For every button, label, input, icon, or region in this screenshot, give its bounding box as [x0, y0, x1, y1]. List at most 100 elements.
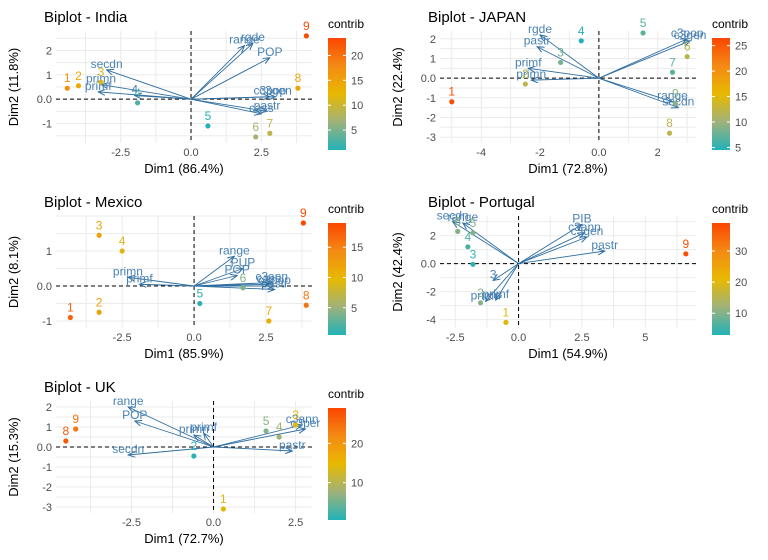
variable-label: cass — [249, 101, 274, 115]
data-point — [98, 79, 104, 85]
variable-arrow — [190, 43, 253, 100]
data-point — [63, 438, 69, 444]
y-tick-label: -3 — [426, 132, 436, 144]
variable-arrow — [190, 46, 244, 100]
legend-tick-label: 15 — [735, 92, 747, 104]
legend-tick-label: 10 — [351, 478, 363, 490]
variable-label: primf — [482, 287, 509, 301]
data-point — [205, 123, 211, 129]
data-point — [666, 130, 673, 136]
x-tick-label: -2.5 — [111, 147, 130, 159]
data-point — [96, 309, 102, 315]
point-label: 1 — [67, 301, 74, 315]
point-label: 9 — [303, 19, 310, 33]
y-tick-label: 2 — [46, 402, 52, 414]
x-axis-label: Dim1 (85.9%) — [144, 346, 223, 361]
x-tick-label: 0.0 — [591, 147, 606, 159]
biplot-svg: Biplot - JAPAN -4 -2 0.0 2 -3 -2 -1 0.0 1 2 Dim1 (7… — [390, 9, 748, 176]
variable-label: primn — [471, 288, 501, 302]
variable-arrow — [537, 47, 600, 79]
legend-tick-label: 5 — [351, 125, 357, 137]
x-tick-label: 2.5 — [288, 517, 303, 529]
data-point — [503, 319, 509, 325]
y-axis-label: Dim2 (15.3%) — [6, 417, 21, 496]
variable-label: 3 — [490, 267, 497, 281]
legend-title: contrib — [328, 17, 364, 31]
variable-label: POP — [225, 263, 250, 277]
data-point — [470, 230, 476, 236]
variable-label: pastr — [254, 98, 281, 112]
y-tick-label: -4 — [426, 315, 436, 327]
variable-arrow — [193, 276, 237, 287]
biplot-india-panel: Biplot - India -2.5 0.0 2.5 -1 0.0 1 2 Dim1 (86.… — [0, 0, 384, 185]
variable-arrow — [194, 284, 269, 286]
data-point — [191, 453, 197, 459]
y-tick-label: 0.0 — [37, 94, 52, 106]
variable-label: primn — [179, 422, 209, 436]
point-label: 1 — [503, 305, 510, 319]
x-tick-label: -2.5 — [122, 517, 141, 529]
variable-arrow — [496, 263, 519, 300]
legend-colorbar — [712, 38, 730, 150]
y-tick-label: 0.0 — [421, 73, 436, 85]
variable-label: c3per — [290, 416, 320, 430]
y-tick-label: -2 — [426, 112, 436, 124]
data-point — [134, 100, 141, 106]
point-label: 5 — [263, 414, 270, 428]
data-point — [684, 53, 690, 60]
variable-label: pastr — [279, 438, 306, 452]
x-tick-label: 5 — [642, 332, 648, 344]
y-tick-label: 1 — [46, 70, 52, 82]
data-point — [449, 99, 455, 105]
variable-arrow — [128, 277, 195, 287]
point-label: 3 — [96, 218, 103, 232]
y-axis-label: Dim2 (42.4%) — [390, 232, 405, 311]
point-label: 7 — [266, 304, 273, 318]
point-label: 2 — [75, 69, 82, 83]
variable-arrow — [204, 433, 214, 448]
variable-label: POP — [257, 45, 282, 59]
y-tick-label: 2 — [430, 231, 436, 243]
point-label: 3 — [292, 408, 299, 422]
y-tick-label: 0.0 — [37, 281, 52, 293]
biplot-svg: Biplot - UK -2.5 0.0 2.5 -3 -2 -1 0.0 1 2 Dim1 (72… — [6, 379, 364, 546]
variable-label: secdn — [437, 209, 469, 223]
chart-title: Biplot - India — [44, 9, 128, 26]
point-label: 8 — [666, 116, 673, 130]
data-point — [300, 220, 306, 226]
data-point — [470, 261, 476, 267]
variable-arrow — [194, 285, 275, 290]
variable-label: pastr — [524, 34, 551, 48]
point-label: 5 — [205, 109, 212, 123]
variable-arrow — [598, 77, 678, 107]
y-tick-label: -2 — [426, 287, 436, 299]
point-label: 9 — [672, 87, 679, 101]
point-label: 2 — [96, 295, 103, 309]
variable-label: primn — [516, 67, 546, 81]
variable-arrow — [107, 70, 192, 100]
legend-tick-label: 30 — [735, 246, 747, 258]
data-point — [67, 314, 73, 321]
x-tick-label: 0.0 — [183, 147, 198, 159]
legend-tick-label: 5 — [351, 303, 357, 315]
y-tick-label: -3 — [42, 502, 52, 514]
variable-arrow — [531, 78, 599, 80]
data-point — [669, 69, 676, 75]
variable-label: PIB — [572, 211, 591, 225]
data-point — [263, 428, 269, 434]
y-tick-label: -1 — [426, 93, 436, 105]
x-tick-label: 2.5 — [258, 332, 273, 344]
variable-label: PUP — [231, 256, 256, 270]
data-point — [522, 81, 528, 87]
x-tick-label: 0.0 — [511, 332, 526, 344]
variable-arrow — [463, 223, 519, 264]
y-tick-label: -2 — [42, 482, 52, 494]
data-point — [266, 318, 272, 324]
legend-colorbar — [712, 223, 730, 335]
point-label: 8 — [303, 288, 310, 302]
legend-tick-label: 10 — [735, 117, 747, 129]
variable-arrow — [193, 269, 243, 287]
variable-label: c3ann — [255, 270, 288, 284]
y-axis-label: Dim2 (8.1%) — [6, 236, 21, 308]
point-label: 1 — [64, 71, 71, 85]
